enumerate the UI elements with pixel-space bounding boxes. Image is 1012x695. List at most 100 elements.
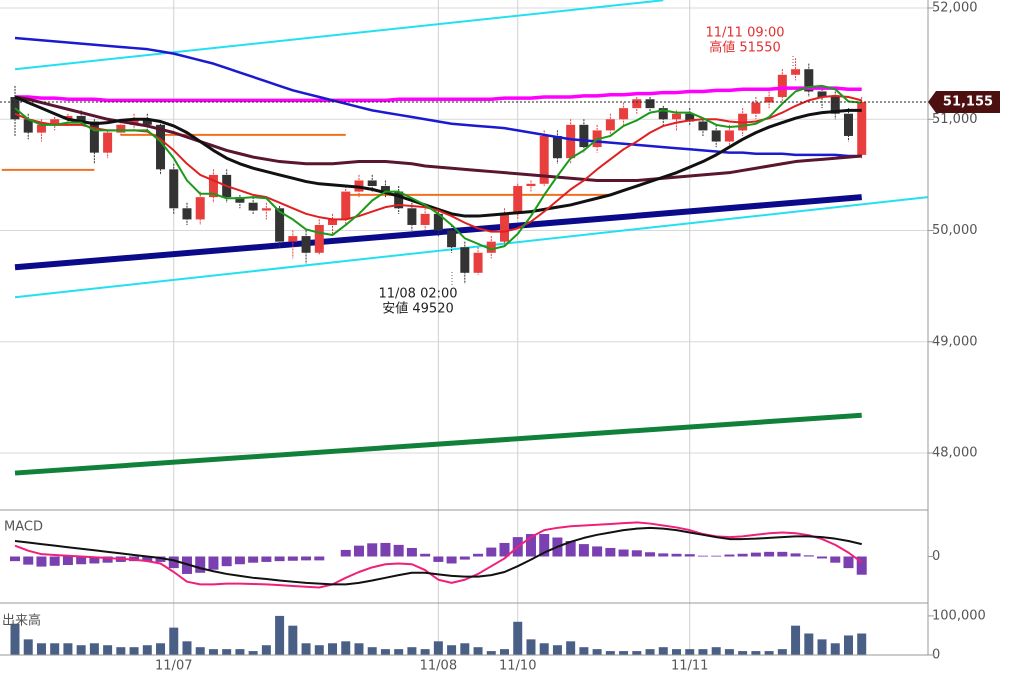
histogram-bar: [274, 556, 285, 562]
candle-body: [288, 236, 298, 242]
candle-body: [764, 97, 774, 103]
last-price-label: 51,155: [943, 95, 993, 110]
histogram-bar: [142, 556, 153, 562]
volume-bar: [500, 649, 510, 655]
histogram-bar: [76, 556, 87, 565]
candle-body: [830, 97, 840, 114]
volume-bar: [208, 649, 218, 655]
volume-bar: [579, 647, 589, 655]
candle-body: [658, 108, 668, 120]
histogram-bar: [23, 556, 34, 565]
histogram-bar: [36, 556, 47, 567]
volume-bar: [685, 649, 695, 655]
volume-bar: [341, 641, 351, 655]
histogram-bar: [697, 555, 708, 557]
candle-body: [791, 69, 801, 75]
volume-bar: [460, 643, 470, 655]
volume-bar: [301, 643, 311, 655]
histogram-bar: [817, 556, 828, 559]
trend-line: [14, 194, 862, 271]
macd-panel: [10, 521, 867, 589]
candle-body: [328, 219, 338, 225]
candle-body: [182, 208, 192, 220]
histogram-bar: [301, 556, 312, 561]
volume-bar: [36, 643, 46, 655]
histogram-bar: [499, 542, 510, 557]
volume-bar: [711, 647, 721, 655]
y-tick-label: 51,000: [932, 112, 978, 127]
candle-body: [698, 121, 708, 131]
candle-body: [235, 197, 245, 203]
candle-body: [341, 191, 351, 220]
volume-bar: [129, 647, 139, 655]
volume-bar: [354, 643, 364, 655]
candle-body: [208, 174, 218, 198]
histogram-bar: [393, 544, 404, 557]
volume-bar: [222, 649, 232, 655]
candle-body: [23, 119, 33, 133]
x-tick-label: 11/10: [499, 659, 536, 674]
candle-body: [685, 113, 695, 122]
histogram-bar: [89, 556, 100, 564]
candle-body: [261, 208, 271, 211]
histogram-bar: [578, 544, 589, 557]
x-tick-label: 11/11: [671, 659, 708, 674]
candle-body: [116, 124, 126, 133]
volume-bar: [672, 649, 681, 655]
candle-body: [248, 202, 258, 211]
volume-bar: [857, 633, 867, 655]
histogram-bar: [777, 551, 788, 557]
histogram-bar: [750, 552, 761, 557]
candle-body: [672, 113, 681, 120]
histogram-bar: [592, 546, 603, 557]
volume-panel: [10, 615, 867, 655]
candle-body: [857, 102, 867, 155]
histogram-bar: [645, 552, 656, 557]
candle-body: [724, 130, 734, 142]
histogram-bar: [803, 555, 814, 557]
histogram-bar: [195, 556, 206, 573]
histogram-bar: [473, 553, 484, 557]
annotation: 11/11 09:00: [705, 26, 784, 41]
y-tick-label: 0: [932, 648, 940, 663]
candle-body: [460, 247, 470, 273]
volume-bar: [248, 651, 258, 655]
volume-bar: [526, 639, 536, 655]
candle-body: [129, 119, 139, 125]
price-panel: [1, 0, 928, 476]
volume-bar: [552, 645, 562, 655]
histogram-bar: [261, 556, 272, 562]
candle-body: [804, 69, 814, 92]
candle-body: [500, 213, 510, 242]
volume-bar: [367, 647, 377, 655]
histogram-bar: [433, 556, 444, 562]
histogram-bar: [856, 556, 867, 575]
volume-bar: [420, 649, 430, 655]
line-series: [14, 95, 862, 218]
candle-body: [367, 180, 377, 187]
volume-bar: [592, 649, 602, 655]
volume-bar: [698, 649, 708, 655]
volume-bar: [738, 651, 748, 655]
annotation: 安値 49520: [382, 301, 454, 317]
volume-bar: [632, 651, 642, 655]
line-series: [14, 95, 862, 182]
volume-bar: [791, 625, 801, 655]
volume-bar: [645, 649, 655, 655]
volume-bar: [566, 641, 576, 655]
candle-body: [433, 213, 443, 231]
candle-body: [579, 124, 589, 148]
volume-bar: [605, 651, 615, 655]
histogram-bar: [208, 556, 219, 570]
volume-bar: [103, 645, 113, 655]
volume-bar: [235, 649, 245, 655]
candle-body: [420, 213, 430, 225]
volume-bar: [275, 615, 285, 655]
volume-bar: [619, 651, 629, 655]
histogram-bar: [843, 556, 854, 569]
candle-body: [817, 91, 827, 98]
candle-body: [513, 186, 523, 214]
